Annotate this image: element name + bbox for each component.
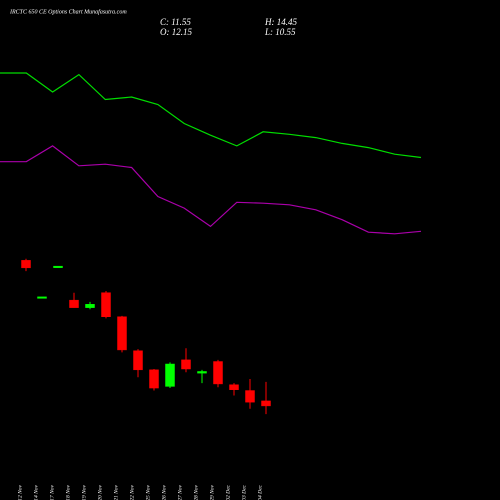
x-tick-label: 14 Nov — [32, 484, 39, 500]
candle-body — [37, 296, 47, 299]
candle-body — [165, 363, 175, 387]
candle-body — [149, 369, 159, 389]
x-tick-label: 02 Dec — [225, 484, 231, 500]
x-tick-label: 27 Nov — [177, 484, 183, 500]
indicator-line — [0, 145, 422, 235]
low-label: L: 10.55 — [264, 27, 296, 37]
x-tick-label: 22 Nov — [129, 484, 135, 500]
candle-body — [85, 304, 95, 308]
indicator-line — [0, 72, 422, 159]
x-tick-label: 20 Nov — [97, 484, 103, 500]
x-tick-label: 04 Dec — [256, 484, 263, 500]
candle-body — [117, 316, 127, 351]
candle-body — [181, 359, 191, 370]
x-tick-label: 29 Nov — [209, 484, 215, 500]
high-label: H: 14.45 — [264, 17, 297, 27]
candle-body — [197, 371, 207, 374]
candle-body — [229, 384, 239, 390]
candle-body — [261, 400, 271, 407]
x-tick-label: 28 Nov — [193, 484, 199, 500]
x-tick-label: 26 Nov — [161, 484, 167, 500]
x-tick-label: 12 Nov — [17, 484, 23, 500]
x-tick-label: 03 Dec — [241, 484, 247, 500]
x-tick-label: 18 Nov — [65, 484, 71, 500]
candle-body — [213, 361, 223, 385]
candle-body — [101, 292, 111, 317]
candle-body — [53, 265, 63, 268]
x-tick-label: 21 Nov — [113, 484, 119, 500]
candle-body — [245, 390, 255, 403]
x-tick-label: 25 Nov — [145, 484, 151, 500]
candle-body — [21, 260, 31, 269]
x-tick-label: 19 Nov — [81, 484, 87, 500]
close-label: C: 11.55 — [160, 17, 191, 27]
x-tick-label: 17 Nov — [49, 484, 55, 500]
chart-title: IRCTC 650 CE Options Chart Munafasutra.c… — [9, 8, 127, 15]
candle-body — [133, 350, 143, 371]
open-label: O: 12.15 — [160, 27, 192, 37]
candle-body — [69, 299, 79, 308]
